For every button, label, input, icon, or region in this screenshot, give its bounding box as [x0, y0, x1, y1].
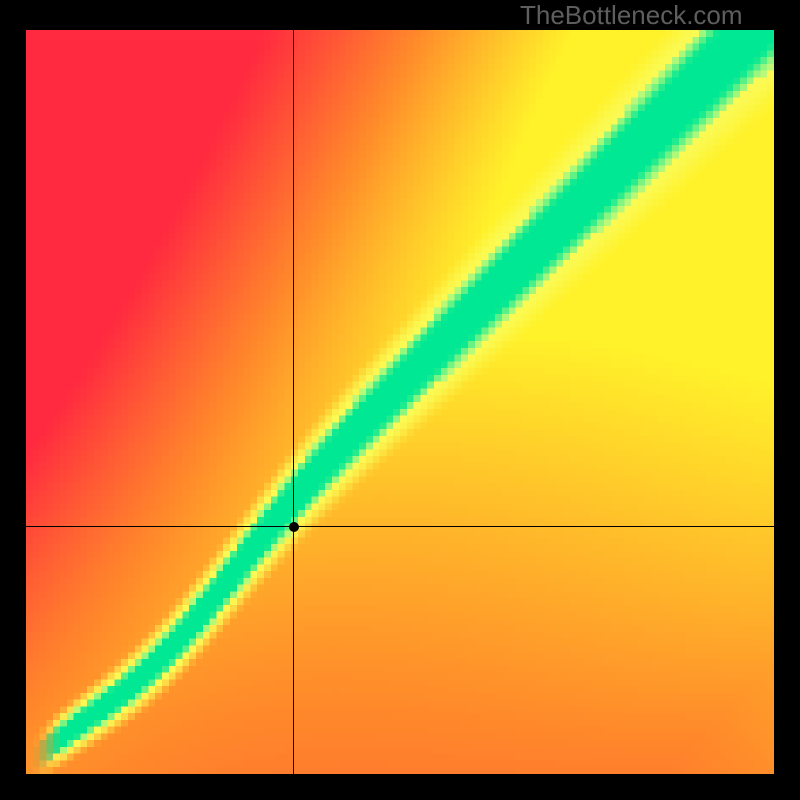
crosshair-horizontal	[26, 526, 774, 527]
crosshair-marker-dot	[289, 522, 299, 532]
chart-container: TheBottleneck.com	[0, 0, 800, 800]
crosshair-vertical	[293, 30, 294, 774]
watermark-text: TheBottleneck.com	[520, 0, 743, 31]
bottleneck-heatmap	[26, 30, 774, 774]
